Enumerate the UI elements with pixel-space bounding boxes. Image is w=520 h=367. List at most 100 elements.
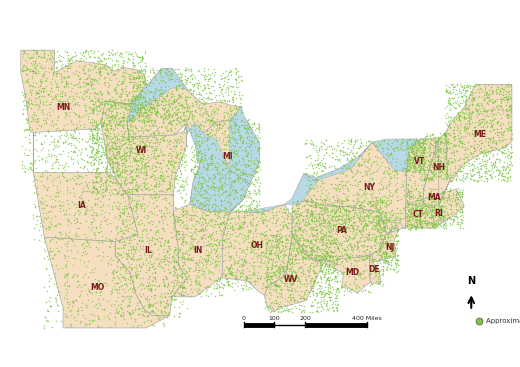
Point — [74, 308, 82, 314]
Point — [66, 56, 74, 62]
Point — [254, 164, 262, 170]
Point — [131, 156, 139, 161]
Point — [224, 228, 232, 233]
Point — [129, 88, 138, 94]
Point — [48, 255, 56, 261]
Point — [444, 131, 452, 137]
Point — [359, 238, 367, 244]
Point — [329, 299, 337, 305]
Point — [317, 254, 325, 260]
Point — [341, 182, 349, 188]
Point — [162, 168, 171, 174]
Point — [124, 152, 133, 158]
Point — [100, 101, 108, 107]
Point — [75, 76, 84, 81]
Point — [281, 280, 289, 286]
Point — [173, 228, 181, 234]
Point — [301, 141, 309, 147]
Point — [103, 113, 112, 119]
Point — [102, 184, 111, 190]
Point — [381, 239, 389, 245]
Point — [92, 190, 100, 196]
Point — [267, 251, 276, 257]
Point — [416, 163, 424, 169]
Point — [156, 302, 164, 308]
Point — [85, 321, 94, 327]
Point — [211, 293, 219, 299]
Point — [302, 189, 310, 195]
Point — [177, 217, 185, 222]
Point — [380, 197, 388, 203]
Point — [48, 53, 57, 59]
Point — [94, 80, 102, 86]
Point — [357, 144, 365, 150]
Point — [133, 111, 141, 117]
Point — [276, 221, 284, 227]
Point — [431, 150, 439, 156]
Point — [314, 250, 322, 255]
Point — [86, 48, 95, 54]
Point — [164, 89, 173, 95]
Point — [292, 210, 300, 216]
Point — [144, 301, 152, 306]
Point — [203, 142, 211, 148]
Point — [386, 211, 394, 217]
Point — [33, 90, 41, 96]
Point — [419, 137, 427, 143]
Point — [215, 267, 224, 273]
Point — [242, 286, 251, 292]
Point — [255, 199, 263, 204]
Point — [227, 84, 235, 90]
Point — [385, 178, 394, 184]
Point — [445, 95, 453, 101]
Point — [195, 174, 203, 180]
Point — [187, 217, 196, 222]
Point — [272, 248, 280, 254]
Point — [66, 189, 74, 195]
Point — [340, 292, 348, 298]
Point — [327, 269, 335, 275]
Point — [209, 106, 217, 112]
Point — [180, 284, 189, 290]
Point — [418, 205, 426, 211]
Point — [226, 192, 235, 198]
Point — [69, 121, 77, 127]
Point — [194, 259, 203, 265]
Point — [140, 161, 149, 167]
Point — [466, 176, 475, 182]
Point — [119, 121, 127, 127]
Point — [107, 50, 115, 55]
Point — [355, 215, 363, 221]
Point — [413, 145, 421, 150]
Point — [463, 124, 471, 130]
Point — [147, 119, 155, 124]
Point — [124, 302, 133, 308]
Point — [413, 159, 422, 165]
Point — [376, 229, 385, 235]
Point — [274, 293, 282, 299]
Point — [371, 245, 379, 251]
Point — [372, 142, 380, 148]
Point — [376, 261, 384, 266]
Point — [266, 304, 274, 310]
Point — [341, 208, 349, 214]
Point — [405, 160, 413, 166]
Point — [34, 84, 42, 90]
Point — [223, 211, 231, 217]
Point — [350, 141, 358, 147]
Point — [410, 178, 419, 184]
Point — [38, 182, 47, 188]
Point — [361, 262, 370, 268]
Point — [245, 124, 254, 130]
Point — [310, 219, 318, 225]
Point — [166, 120, 174, 126]
Point — [488, 162, 496, 168]
Point — [412, 156, 421, 161]
Point — [239, 285, 248, 291]
Point — [302, 170, 310, 176]
Point — [55, 97, 63, 103]
Point — [233, 126, 241, 131]
Point — [258, 249, 267, 255]
Point — [121, 177, 129, 182]
Point — [378, 232, 386, 238]
